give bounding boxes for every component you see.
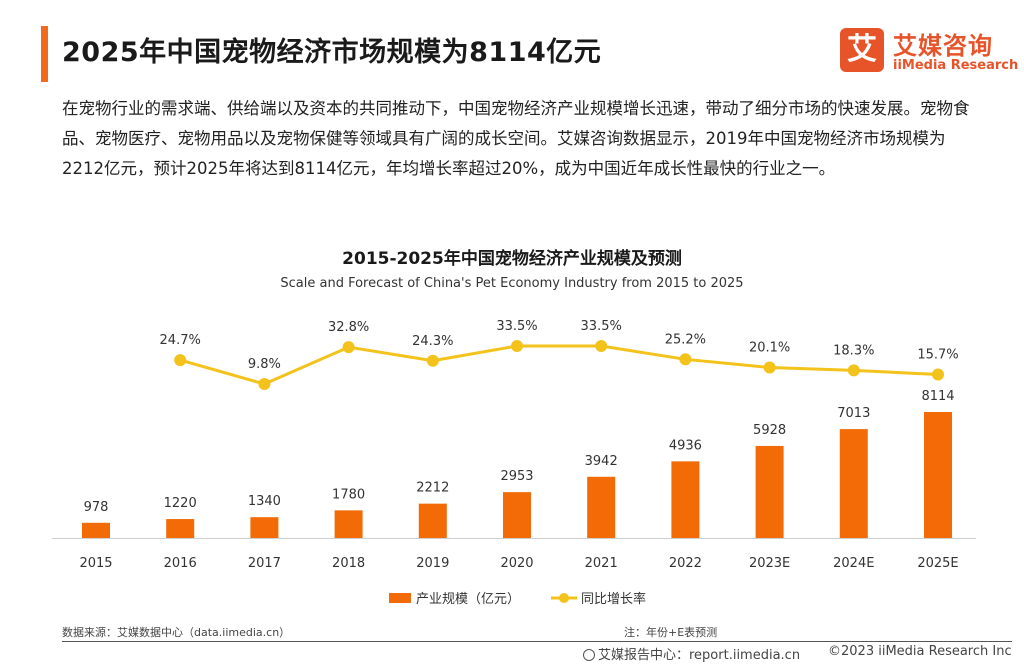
bar-value-label: 4936: [669, 438, 702, 453]
bar-value-label: 7013: [837, 406, 870, 421]
bar-2016: [166, 519, 195, 538]
globe-icon: [583, 649, 595, 661]
bar-value-label: 5928: [753, 423, 786, 438]
growth-value-label: 33.5%: [496, 319, 537, 334]
legend-label-growth: 同比增长率: [581, 591, 646, 607]
growth-value-label: 9.8%: [248, 357, 281, 372]
brand-logo: 艾 艾媒咨询 iiMedia Research: [840, 28, 1018, 76]
growth-value-label: 15.7%: [917, 348, 958, 363]
bar-value-label: 978: [84, 500, 109, 515]
growth-value-label: 18.3%: [833, 343, 874, 358]
bar-value-label: 1340: [248, 494, 281, 509]
bar-value-label: 2953: [500, 469, 533, 484]
bar-value-label: 1220: [164, 496, 197, 511]
growth-value-label: 24.7%: [160, 333, 201, 348]
growth-point-2023E: [763, 361, 776, 374]
bars-layer: 978 1220 1340 1780 2212 2953 3942 4936 5928 7013 8…: [82, 389, 955, 538]
x-tick-label: 2020: [500, 556, 533, 571]
legend-swatch-dot: [559, 593, 569, 603]
x-tick-label: 2016: [164, 556, 197, 571]
chart-title: 2015-2025年中国宠物经济产业规模及预测: [342, 249, 682, 269]
growth-point-2017: [258, 378, 271, 390]
logo-text-cn: 艾媒咨询: [893, 32, 993, 60]
bar-2015: [82, 522, 110, 538]
bar-value-label: 2212: [416, 481, 449, 496]
bar-value-label: 1780: [332, 487, 365, 502]
legend: 产业规模（亿元） 同比增长率: [389, 591, 646, 607]
forecast-note: 注：年份+E表预测: [624, 626, 718, 639]
x-tick-label: 2015: [79, 556, 112, 571]
bar-2025E: [924, 412, 952, 538]
growth-point-2025E: [932, 368, 944, 381]
growth-value-label: 20.1%: [749, 340, 790, 355]
x-tick-label: 2017: [248, 556, 281, 571]
growth-point-2024E: [847, 364, 860, 377]
bar-2020: [503, 492, 531, 538]
bar-2024E: [839, 429, 868, 538]
intro-paragraph: 在宠物行业的需求端、供给端以及资本的共同推动下，中国宠物经济产业规模增长迅速，带…: [62, 99, 970, 178]
data-source: 数据来源：艾媒数据中心（data.iimedia.cn）: [62, 626, 291, 639]
growth-value-label: 25.2%: [665, 332, 706, 347]
bar-2017: [250, 517, 279, 538]
bar-value-label: 3942: [585, 454, 618, 469]
growth-point-2021: [595, 340, 608, 352]
legend-label-scale: 产业规模（亿元）: [416, 592, 520, 607]
growth-point-2019: [426, 354, 439, 367]
bar-2018: [334, 510, 363, 538]
page-title: 2025年中国宠物经济市场规模为8114亿元: [62, 37, 602, 68]
bar-2023E: [755, 445, 784, 538]
x-tick-label: 2024E: [833, 556, 874, 571]
title-accent-bar: [41, 26, 48, 82]
growth-point-2016: [174, 354, 187, 367]
bar-value-label: 8114: [921, 389, 954, 404]
footer-divider: [62, 641, 1012, 642]
bar-2022: [671, 461, 700, 538]
growth-value-label: 24.3%: [412, 334, 453, 349]
logo-mark-icon: 艾: [840, 28, 884, 72]
growth-line-layer: 24.7% 9.8% 32.8% 24.3% 33.5% 33.5% 25.2% 20.1% 1…: [160, 319, 959, 390]
growth-value-label: 32.8%: [328, 320, 369, 335]
x-axis: 2015 2016 2017 2018 2019 2020 2021 2022 2023E 202…: [52, 538, 976, 571]
x-tick-label: 2025E: [917, 556, 958, 571]
x-tick-label: 2021: [585, 556, 618, 571]
growth-point-2022: [679, 353, 692, 366]
x-tick-label: 2023E: [749, 556, 790, 571]
growth-value-label: 33.5%: [581, 319, 622, 334]
bar-2019: [418, 503, 447, 538]
growth-line: [179, 344, 939, 386]
bar-2021: [587, 476, 616, 538]
x-tick-label: 2022: [669, 556, 702, 571]
report-center-link[interactable]: 艾媒报告中心：report.iimedia.cn: [583, 644, 800, 663]
x-tick-label: 2019: [416, 556, 449, 571]
copyright: ©2023 iiMedia Research Inc: [828, 644, 1012, 659]
report-center-text: 艾媒报告中心：report.iimedia.cn: [598, 648, 801, 663]
logo-text-en: iiMedia Research: [893, 58, 1019, 73]
chart-subtitle: Scale and Forecast of China's Pet Econom…: [280, 276, 744, 291]
legend-swatch-bar: [389, 593, 411, 603]
growth-point-2018: [342, 341, 355, 354]
x-tick-label: 2018: [332, 556, 365, 571]
growth-point-2020: [511, 340, 523, 352]
